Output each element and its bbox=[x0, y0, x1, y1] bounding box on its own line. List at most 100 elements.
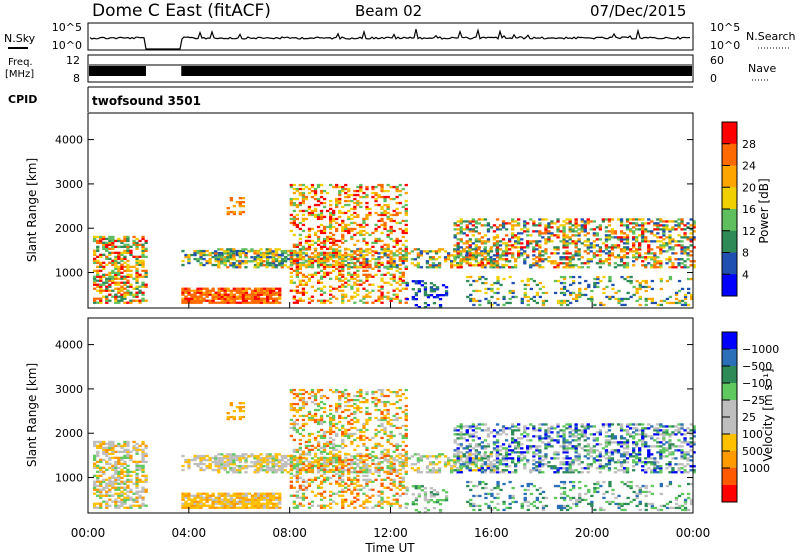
power-cell bbox=[496, 291, 500, 295]
power-cell bbox=[492, 242, 497, 245]
power-cell bbox=[199, 297, 203, 300]
power-cell bbox=[247, 301, 252, 304]
power-cell bbox=[459, 250, 463, 253]
power-cell bbox=[683, 224, 687, 227]
velocity-cell bbox=[271, 455, 275, 458]
power-cell bbox=[226, 259, 230, 263]
power-cell bbox=[607, 234, 612, 237]
power-cell bbox=[347, 193, 351, 197]
velocity-cell bbox=[474, 459, 478, 462]
velocity-cell bbox=[316, 390, 321, 394]
power-cell bbox=[296, 261, 300, 265]
velocity-cell bbox=[332, 442, 336, 446]
power-cell bbox=[656, 226, 660, 229]
velocity-cell bbox=[120, 490, 124, 493]
power-cell bbox=[644, 289, 648, 293]
power-cell bbox=[129, 249, 133, 252]
power-cell bbox=[566, 303, 570, 307]
power-cell bbox=[574, 230, 578, 233]
power-ytick-label: 1000 bbox=[55, 267, 83, 280]
power-cell bbox=[238, 293, 242, 296]
power-cell bbox=[668, 258, 672, 261]
power-cell bbox=[619, 238, 624, 241]
velocity-cell bbox=[310, 480, 315, 483]
velocity-cell bbox=[365, 463, 369, 466]
velocity-cell bbox=[138, 464, 142, 467]
power-cell bbox=[392, 262, 396, 265]
velocity-cell bbox=[244, 466, 249, 470]
velocity-cell bbox=[217, 471, 221, 474]
power-cell bbox=[313, 233, 318, 237]
velocity-cell bbox=[437, 461, 442, 464]
power-cell bbox=[389, 197, 393, 201]
power-cell bbox=[677, 264, 681, 267]
power-cell bbox=[389, 277, 393, 280]
velocity-cell bbox=[262, 496, 267, 499]
velocity-cell bbox=[253, 460, 258, 464]
power-cell bbox=[380, 285, 384, 288]
power-cell bbox=[235, 297, 239, 300]
power-cell bbox=[641, 218, 645, 221]
velocity-cell bbox=[329, 404, 333, 408]
velocity-cell bbox=[492, 471, 496, 474]
power-cell bbox=[374, 237, 378, 241]
velocity-cell bbox=[232, 494, 236, 497]
velocity-cell bbox=[235, 496, 239, 499]
power-cell bbox=[374, 273, 378, 276]
velocity-cell bbox=[238, 496, 242, 499]
velocity-cell bbox=[344, 400, 348, 404]
power-cell bbox=[256, 255, 261, 259]
velocity-cell bbox=[114, 488, 118, 491]
power-cell bbox=[217, 289, 221, 292]
power-cell bbox=[229, 291, 233, 294]
power-cell bbox=[622, 266, 627, 269]
velocity-cell bbox=[307, 462, 312, 465]
power-cell bbox=[241, 251, 246, 255]
power-cell bbox=[266, 295, 270, 298]
power-cell bbox=[395, 187, 399, 191]
velocity-cell bbox=[114, 500, 118, 503]
power-cell bbox=[383, 211, 387, 215]
power-cell bbox=[607, 252, 612, 255]
power-cell bbox=[298, 267, 302, 270]
power-cell bbox=[202, 297, 206, 300]
velocity-cell bbox=[322, 420, 327, 424]
velocity-cell bbox=[193, 494, 197, 497]
power-cell bbox=[229, 293, 233, 296]
power-cell bbox=[132, 265, 136, 268]
power-cell bbox=[253, 252, 257, 255]
velocity-cell bbox=[208, 458, 212, 462]
power-cell bbox=[341, 273, 345, 276]
power-cell bbox=[220, 252, 224, 255]
velocity-cell bbox=[347, 420, 351, 424]
velocity-cell bbox=[350, 502, 354, 505]
velocity-cell bbox=[395, 471, 399, 474]
power-cell bbox=[680, 303, 685, 307]
velocity-cell bbox=[120, 502, 124, 505]
power-cell bbox=[181, 291, 185, 294]
power-cell bbox=[486, 230, 491, 233]
power-cell bbox=[538, 252, 542, 255]
power-cell bbox=[568, 222, 572, 225]
velocity-cell bbox=[332, 418, 336, 422]
power-cell bbox=[272, 287, 276, 290]
power-cell bbox=[471, 228, 475, 231]
velocity-cell bbox=[247, 492, 252, 495]
power-cell bbox=[404, 249, 408, 252]
power-cell bbox=[617, 297, 621, 301]
power-cell bbox=[532, 262, 536, 265]
velocity-cell bbox=[350, 432, 354, 436]
power-cell bbox=[677, 301, 682, 305]
velocity-cell bbox=[262, 492, 267, 495]
velocity-cell bbox=[129, 456, 133, 459]
power-cell bbox=[117, 301, 121, 304]
power-cell bbox=[96, 241, 100, 244]
velocity-cell bbox=[298, 468, 302, 471]
power-cell bbox=[292, 201, 296, 205]
power-cell bbox=[232, 248, 236, 251]
power-cell bbox=[298, 258, 302, 261]
velocity-cell bbox=[316, 492, 321, 495]
power-cell bbox=[590, 295, 594, 299]
power-cell bbox=[292, 209, 296, 213]
